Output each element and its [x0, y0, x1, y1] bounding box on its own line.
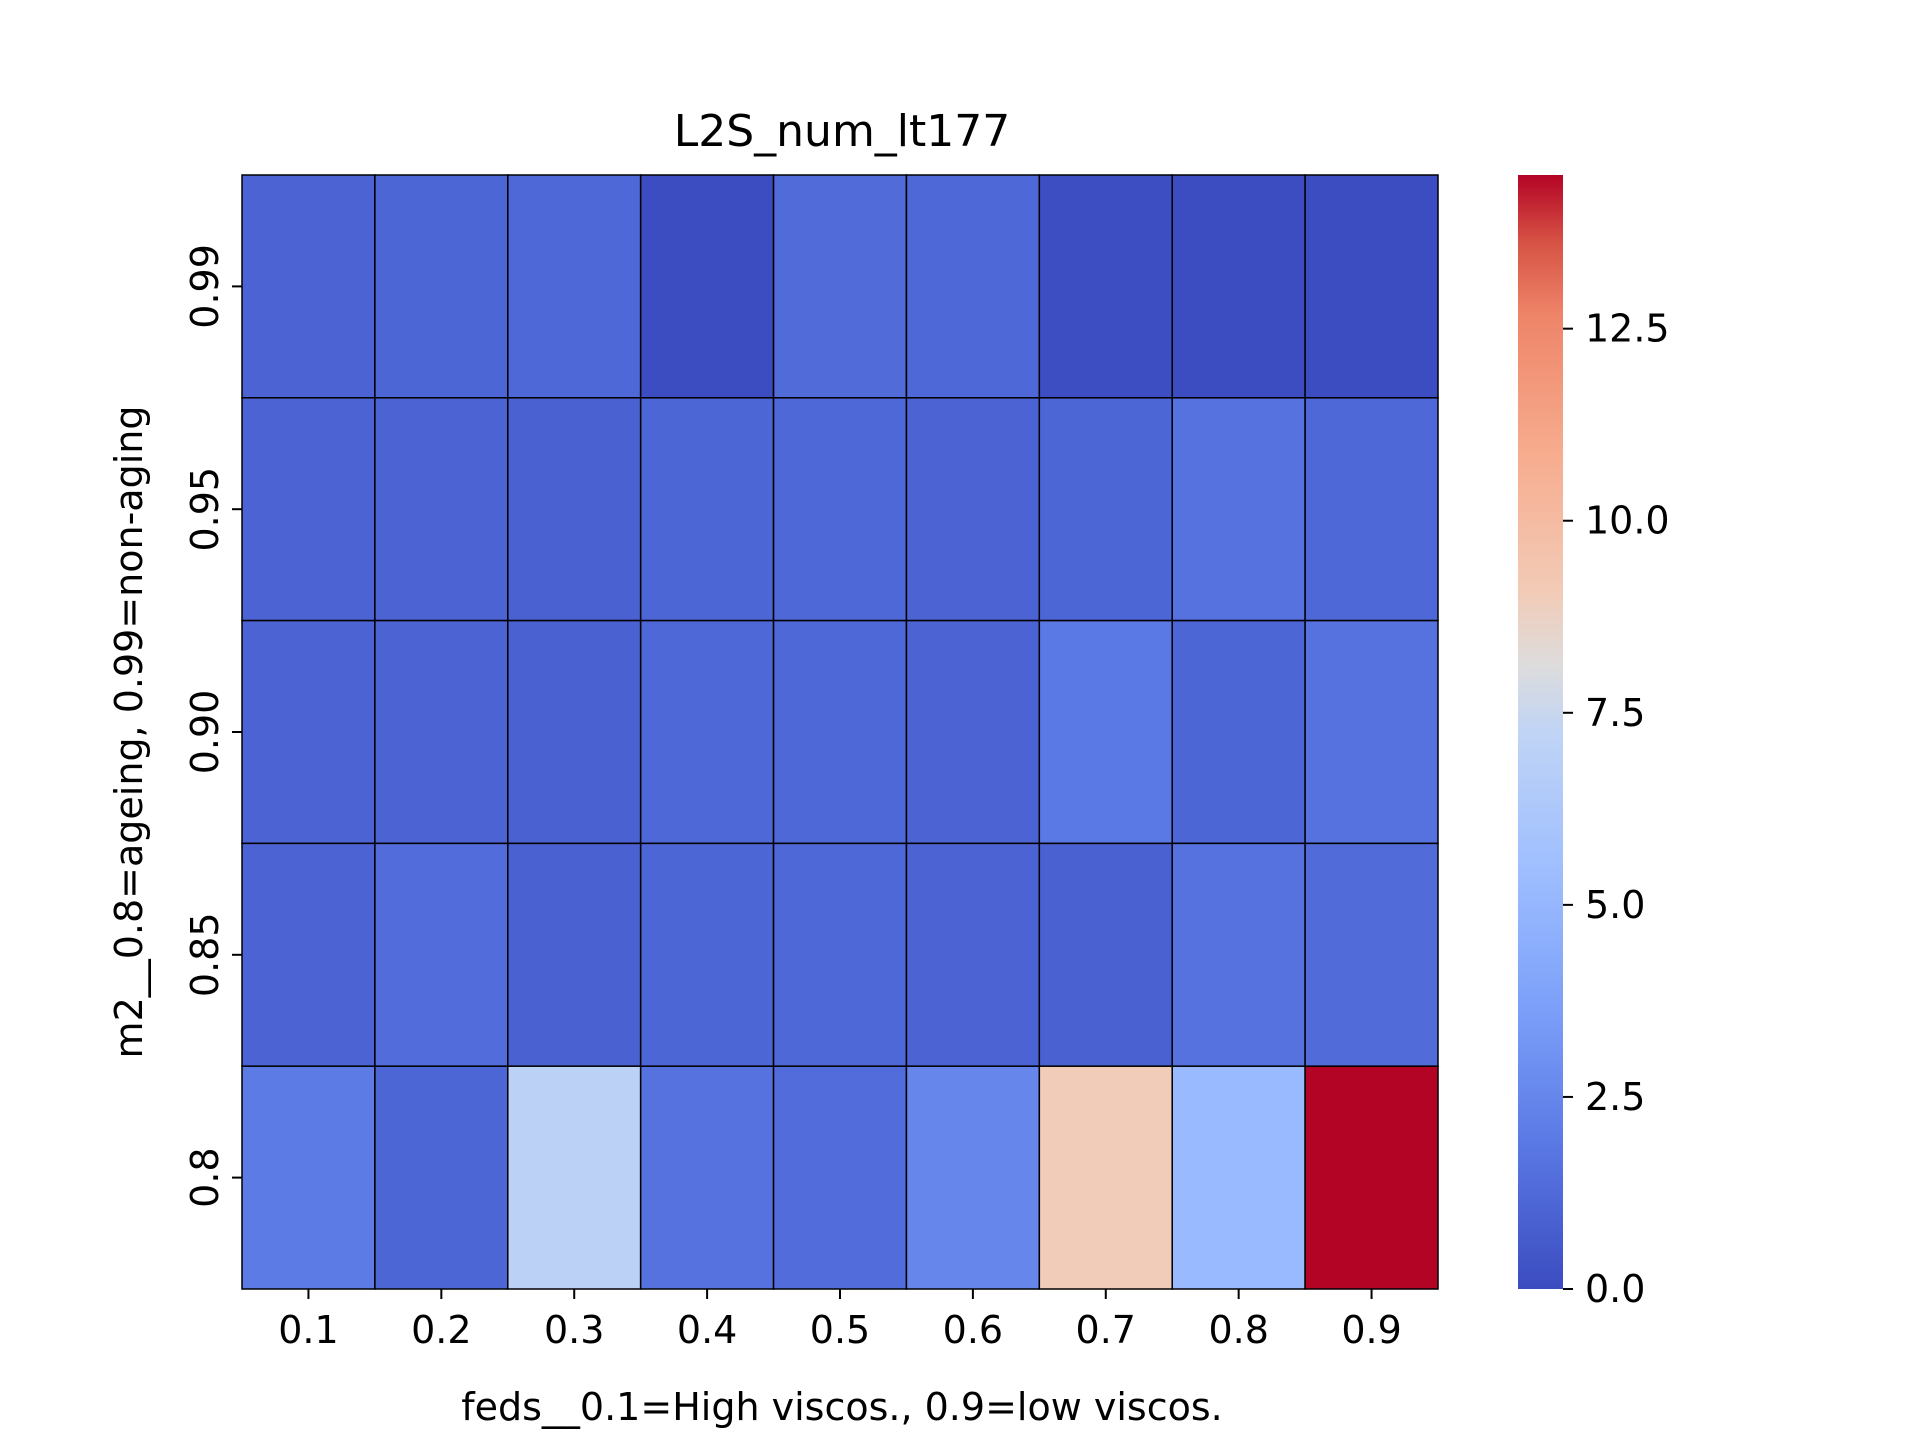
heatmap-cell-0.90-0.4 [639, 619, 775, 845]
colorbar [1518, 175, 1563, 1289]
heatmap-cell-0.99-0.6 [905, 174, 1041, 399]
chart-title: L2S_num_lt177 [674, 106, 1011, 157]
heatmap-cell-0.90-0.8 [1171, 619, 1306, 845]
heatmap-cell-0.85-0.4 [639, 842, 775, 1067]
heatmap-cell-0.99-0.8 [1171, 174, 1306, 399]
heatmap-cell-0.85-0.3 [507, 842, 642, 1067]
heatmap-cell-0.95-0.8 [1171, 397, 1306, 622]
colorbar-tick-label: 0.0 [1585, 1267, 1645, 1311]
heatmap-cell-0.85-0.8 [1171, 842, 1306, 1067]
heatmap-cell-0.99-0.5 [772, 174, 908, 399]
heatmap-cell-0.8-0.1 [241, 1065, 376, 1290]
y-tick-label: 0.99 [183, 244, 227, 329]
heatmap-cell-0.95-0.4 [639, 397, 775, 622]
x-tick-label: 0.1 [278, 1308, 338, 1352]
heatmap-cell-0.85-0.2 [374, 842, 509, 1067]
x-tick-label: 0.8 [1208, 1308, 1268, 1352]
heatmap-cell-0.85-0.5 [772, 842, 908, 1067]
colorbar-axis: 0.0 2.5 5.0 7.5 10.0 12.5 [1563, 307, 1670, 1311]
heatmap-cell-0.95-0.9 [1304, 397, 1439, 622]
heatmap-cell-0.8-0.8 [1171, 1065, 1306, 1290]
y-tick-label: 0.90 [183, 690, 227, 775]
heatmap-cell-0.95-0.6 [905, 397, 1041, 622]
x-tick-label: 0.5 [810, 1308, 870, 1352]
heatmap-cell-0.95-0.3 [507, 397, 642, 622]
heatmap-cell-0.85-0.9 [1304, 842, 1439, 1067]
heatmap-cell-0.8-0.3 [507, 1065, 642, 1290]
colorbar-tick-label: 2.5 [1585, 1075, 1645, 1119]
heatmap-cell-0.95-0.5 [772, 397, 908, 622]
heatmap-cell-0.85-0.6 [905, 842, 1041, 1067]
heatmap-cell-0.95-0.2 [374, 397, 509, 622]
y-axis: 0.99 0.95 0.90 0.85 0.8 [183, 244, 242, 1208]
heatmap-cell-0.99-0.7 [1038, 174, 1173, 399]
heatmap-cell-0.99-0.4 [639, 174, 775, 399]
heatmap-cell-0.8-0.6 [905, 1065, 1041, 1290]
heatmap-cell-0.95-0.7 [1038, 397, 1173, 622]
heatmap-cell-0.90-0.6 [905, 619, 1041, 845]
heatmap-cell-0.99-0.9 [1304, 174, 1439, 399]
heatmap-cell-0.90-0.2 [374, 619, 509, 845]
heatmap-cell-0.8-0.7 [1038, 1065, 1173, 1290]
heatmap-cell-0.90-0.9 [1304, 619, 1439, 845]
colorbar-tick-label: 7.5 [1585, 691, 1645, 735]
heatmap-cell-0.8-0.4 [639, 1065, 775, 1290]
heatmap-cell-0.90-0.7 [1038, 619, 1173, 845]
x-tick-label: 0.2 [411, 1308, 471, 1352]
x-tick-label: 0.7 [1076, 1308, 1136, 1352]
heatmap-cells [241, 174, 1439, 1290]
y-axis-label: m2__0.8=ageing, 0.99=non-aging [107, 406, 151, 1059]
heatmap-cell-0.99-0.3 [507, 174, 642, 399]
heatmap-cell-0.85-0.1 [241, 842, 376, 1067]
heatmap-cell-0.99-0.1 [241, 174, 376, 399]
heatmap-cell-0.99-0.2 [374, 174, 509, 399]
y-tick-label: 0.95 [183, 467, 227, 552]
y-tick-label: 0.85 [183, 912, 227, 997]
x-axis-label: feds__0.1=High viscos., 0.9=low viscos. [461, 1385, 1222, 1429]
x-tick-label: 0.4 [677, 1308, 737, 1352]
heatmap-cell-0.8-0.2 [374, 1065, 509, 1290]
colorbar-tick-label: 5.0 [1585, 883, 1645, 927]
x-tick-label: 0.9 [1341, 1308, 1401, 1352]
heatmap-cell-0.90-0.5 [772, 619, 908, 845]
colorbar-tick-label: 10.0 [1585, 499, 1670, 543]
y-tick-label: 0.8 [183, 1147, 227, 1207]
heatmap-cell-0.85-0.7 [1038, 842, 1173, 1067]
heatmap-cell-0.95-0.1 [241, 397, 376, 622]
heatmap-cell-0.8-0.5 [772, 1065, 908, 1290]
x-tick-label: 0.6 [943, 1308, 1003, 1352]
x-axis: 0.1 0.2 0.3 0.4 0.5 0.6 0.7 0.8 0.9 [278, 1289, 1402, 1352]
heatmap-cell-0.8-0.9 [1304, 1065, 1439, 1290]
x-tick-label: 0.3 [544, 1308, 604, 1352]
colorbar-tick-label: 12.5 [1585, 307, 1670, 351]
heatmap-cell-0.90-0.1 [241, 619, 376, 845]
heatmap-cell-0.90-0.3 [507, 619, 642, 845]
